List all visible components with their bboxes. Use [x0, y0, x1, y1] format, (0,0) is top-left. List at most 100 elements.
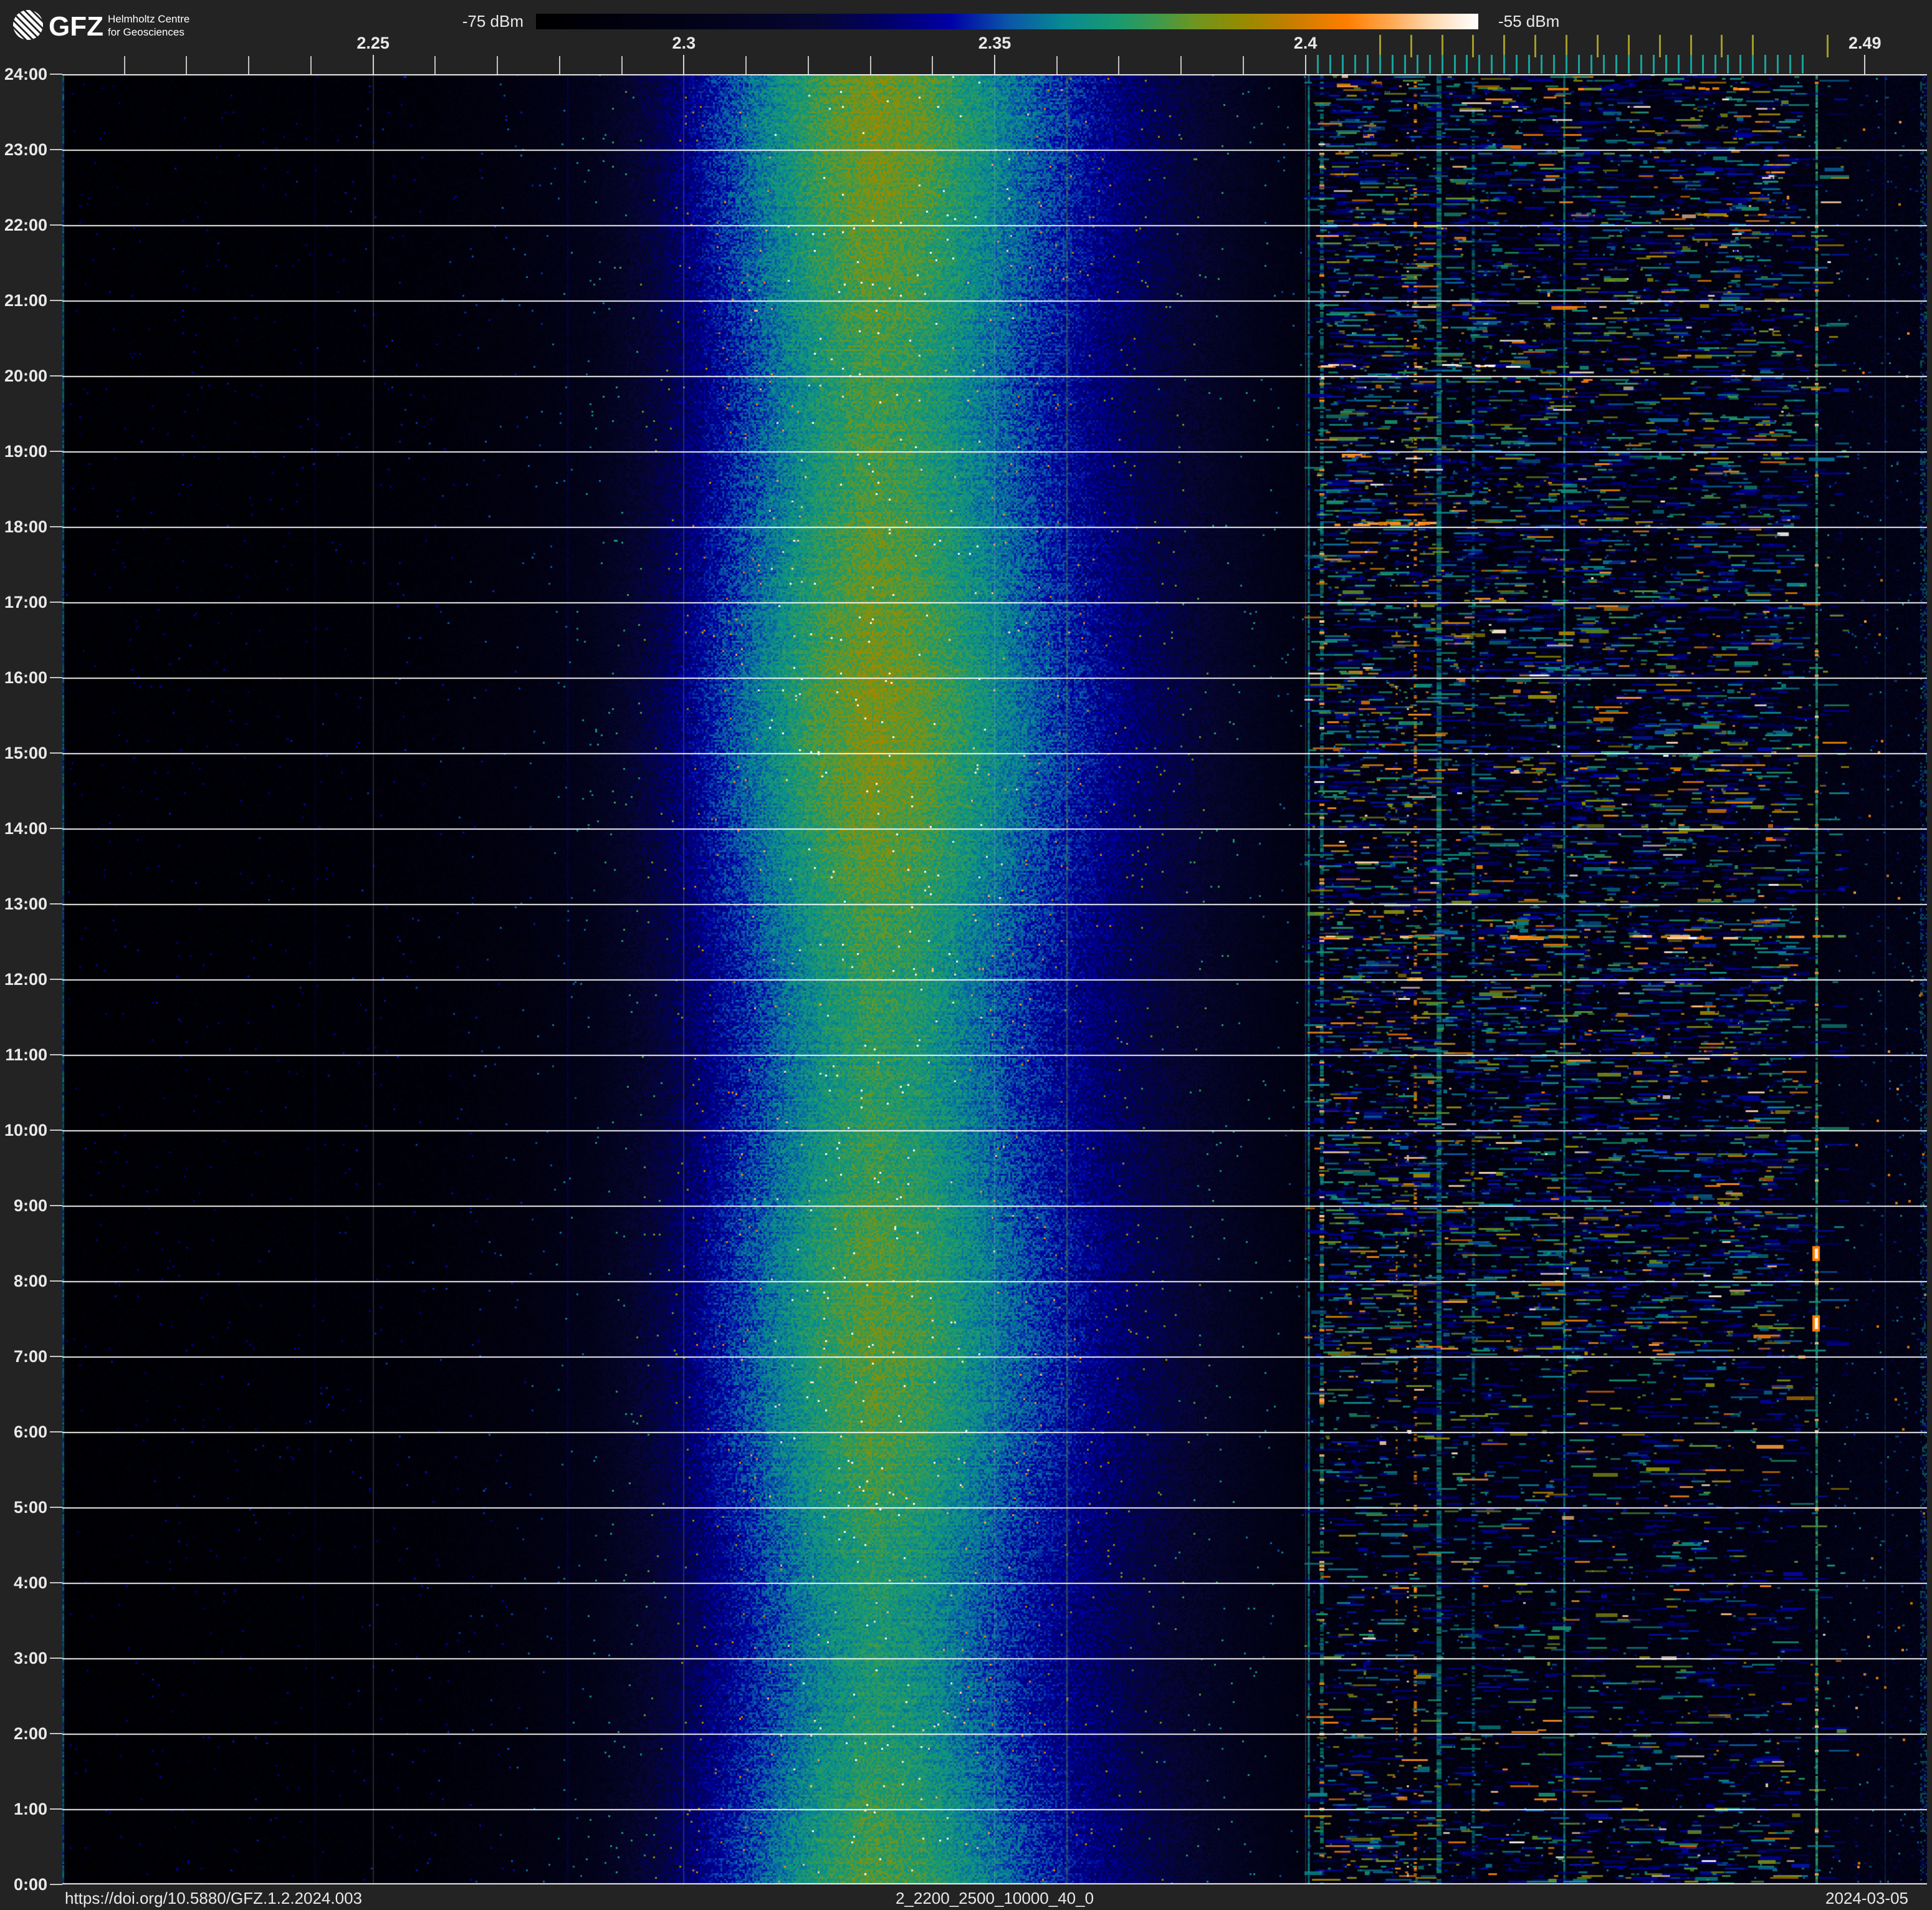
y-tick [50, 451, 62, 452]
wifi-channel-tick [1690, 35, 1692, 57]
y-tick-label: 2:00 [13, 1724, 47, 1743]
ble-channel-tick [1366, 55, 1369, 74]
wifi-channel-tick [1596, 35, 1599, 57]
wifi-channel-tick [1658, 35, 1661, 57]
wifi-channel-tick [1379, 35, 1381, 57]
ble-channel-tick [1466, 55, 1468, 74]
y-tick-label: 11:00 [5, 1045, 47, 1064]
x-minor-tick [310, 56, 312, 74]
date-text: 2024-03-05 [1825, 1889, 1908, 1908]
x-minor-tick [745, 56, 747, 74]
y-tick-label: 18:00 [4, 517, 47, 536]
x-minor-tick [497, 56, 499, 74]
y-tick [50, 1884, 62, 1885]
ble-channel-tick [1714, 55, 1717, 74]
ble-channel-tick [1428, 55, 1431, 74]
ble-channel-tick [1541, 55, 1543, 74]
ble-channel-tick [1453, 55, 1456, 74]
wifi-channel-tick [1826, 35, 1829, 57]
wifi-channel-tick [1721, 35, 1723, 57]
y-tick [50, 1130, 62, 1131]
gfz-logo-tagline-1: Helmholtz Centre [108, 13, 189, 25]
y-tick-label: 16:00 [4, 668, 47, 687]
y-tick-label: 3:00 [13, 1649, 47, 1668]
wifi-channel-tick [1472, 35, 1475, 57]
ble-channel-tick [1752, 55, 1754, 74]
y-tick-label: 4:00 [13, 1573, 47, 1592]
wifi-channel-tick [1410, 35, 1412, 57]
wifi-channel-tick [1752, 35, 1754, 57]
colorbar-min-label: -75 dBm [462, 12, 524, 31]
ble-channel-tick [1566, 55, 1568, 74]
wifi-channel-tick [1534, 35, 1537, 57]
x-major-tick [683, 55, 685, 74]
ble-channel-tick [1354, 55, 1356, 74]
ble-channel-tick [1478, 55, 1481, 74]
y-tick-label: 19:00 [4, 442, 47, 461]
gfz-logo-acronym: GFZ [49, 11, 103, 42]
x-minor-tick [1180, 56, 1182, 74]
x-tick-label: 2.49 [1848, 34, 1882, 52]
ble-channel-tick [1441, 55, 1443, 74]
y-tick [50, 1733, 62, 1734]
ble-channel-tick [1503, 55, 1506, 74]
wifi-channel-tick [1566, 35, 1568, 57]
ble-channel-tick [1516, 55, 1518, 74]
y-tick [50, 1356, 62, 1357]
x-minor-tick [1056, 56, 1058, 74]
x-minor-tick [1118, 56, 1120, 74]
x-minor-tick [807, 56, 809, 74]
ble-channel-tick [1777, 55, 1779, 74]
ble-channel-tick [1391, 55, 1394, 74]
ble-channel-tick [1317, 55, 1319, 74]
y-tick-label: 7:00 [13, 1347, 47, 1366]
ble-channel-tick [1640, 55, 1642, 74]
y-tick-label: 20:00 [4, 367, 47, 385]
x-tick-label: 2.25 [356, 34, 390, 52]
y-tick [50, 903, 62, 905]
ble-channel-tick [1727, 55, 1729, 74]
spectrogram-canvas [62, 74, 1927, 1884]
x-minor-tick [1242, 56, 1244, 74]
y-tick-label: 22:00 [4, 216, 47, 234]
ble-channel-tick [1690, 55, 1692, 74]
y-tick-label: 1:00 [13, 1800, 47, 1818]
x-minor-tick [248, 56, 250, 74]
gfz-globe-icon [13, 10, 43, 40]
y-tick-label: 0:00 [13, 1875, 47, 1894]
y-tick [50, 1582, 62, 1583]
power-colorbar [536, 14, 1478, 29]
wifi-channel-tick [1441, 35, 1443, 57]
ble-channel-tick [1528, 55, 1531, 74]
y-tick-label: 8:00 [13, 1272, 47, 1290]
ble-channel-tick [1665, 55, 1667, 74]
y-tick [50, 1054, 62, 1055]
y-tick [50, 224, 62, 226]
y-tick-label: 17:00 [4, 593, 47, 612]
x-minor-tick [186, 56, 188, 74]
doi-text: https://doi.org/10.5880/GFZ.1.2.2024.003 [65, 1889, 362, 1908]
ble-channel-tick [1627, 55, 1630, 74]
ble-channel-tick [1615, 55, 1617, 74]
y-tick [50, 677, 62, 678]
x-minor-tick [434, 56, 436, 74]
x-minor-tick [558, 56, 560, 74]
y-tick-label: 14:00 [4, 819, 47, 838]
x-tick-label: 2.4 [1293, 34, 1317, 52]
y-tick [50, 300, 62, 301]
dataset-id-text: 2_2200_2500_10000_40_0 [895, 1889, 1094, 1908]
y-tick-label: 21:00 [4, 291, 47, 310]
x-tick-label: 2.3 [672, 34, 696, 52]
ble-channel-tick [1404, 55, 1406, 74]
ble-channel-tick [1553, 55, 1556, 74]
y-tick-label: 13:00 [4, 895, 47, 913]
y-tick [50, 1205, 62, 1206]
y-tick [50, 1507, 62, 1508]
ble-channel-tick [1491, 55, 1493, 74]
ble-channel-tick [1702, 55, 1705, 74]
ble-channel-tick [1329, 55, 1332, 74]
ble-channel-tick [1677, 55, 1680, 74]
ble-channel-tick [1342, 55, 1344, 74]
ble-channel-tick [1802, 55, 1804, 74]
